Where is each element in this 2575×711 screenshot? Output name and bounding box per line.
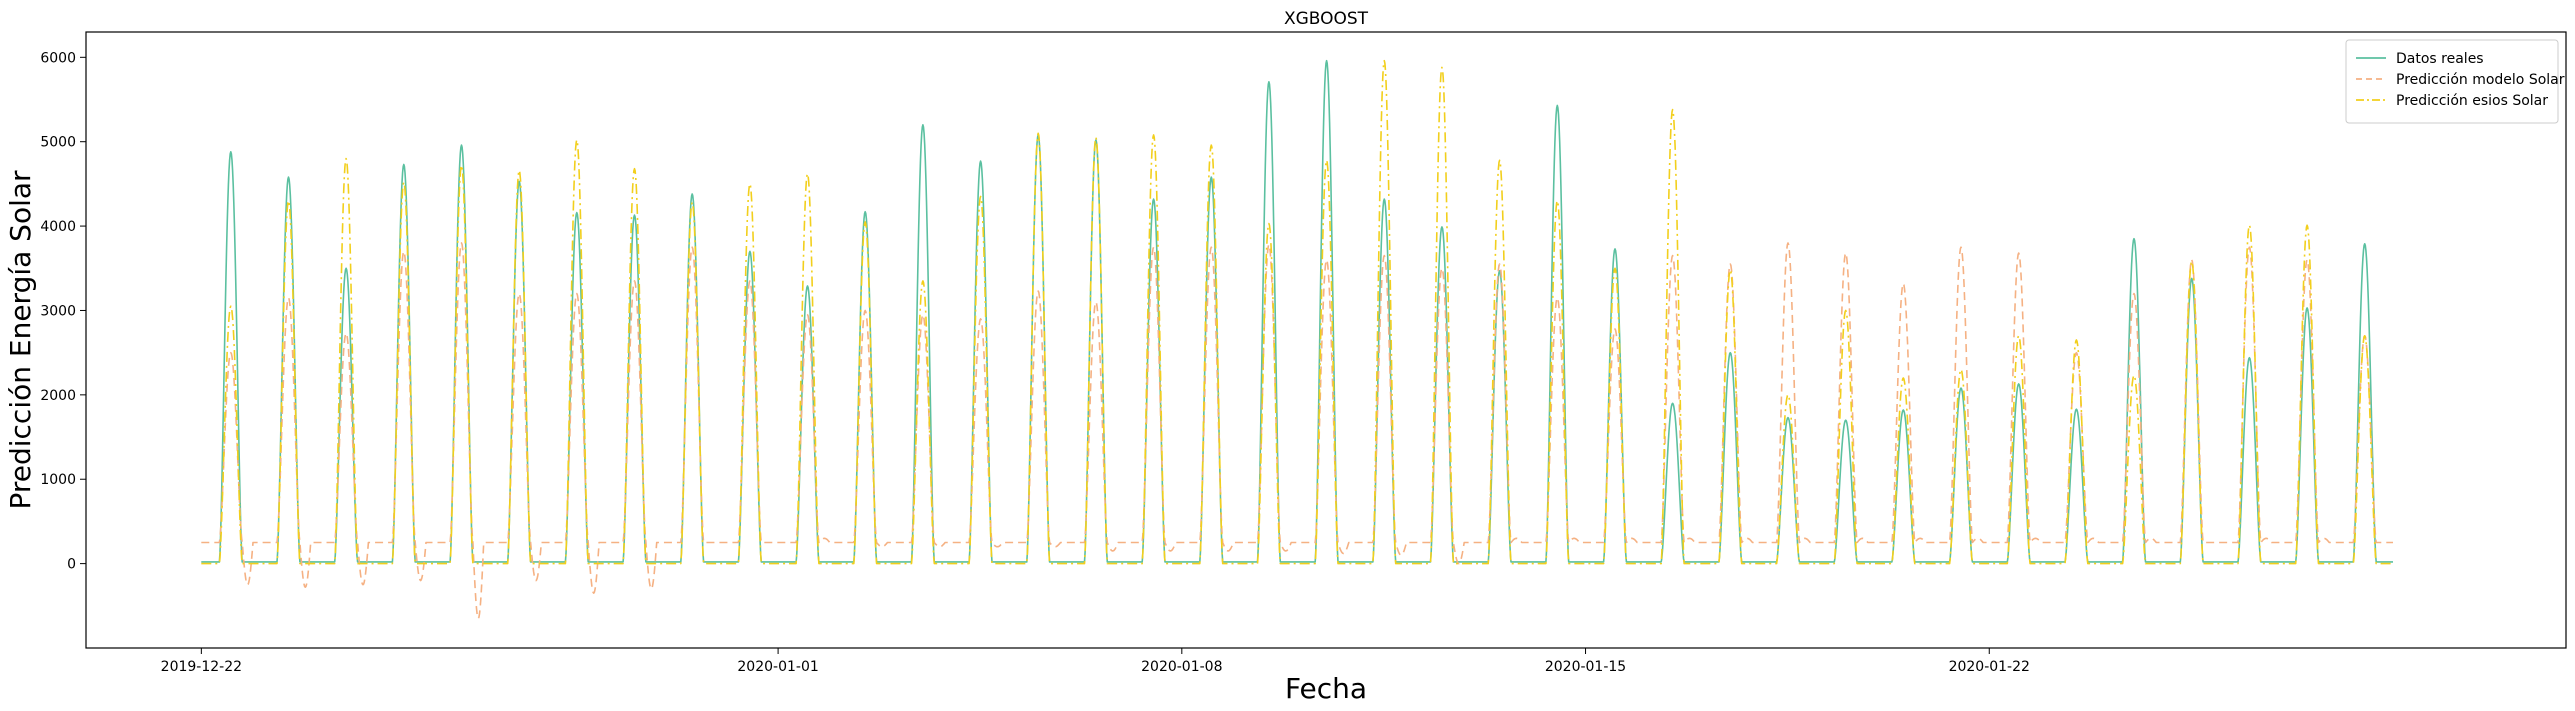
legend-label: Predicción modelo Solar <box>2396 72 2565 88</box>
x-tick-label: 2020-01-22 <box>1949 659 2030 675</box>
legend-label: Datos reales <box>2396 51 2484 67</box>
plot-frame <box>85 31 2567 649</box>
chart-title: XGBOOST <box>1284 9 1369 29</box>
y-tick-label: 1000 <box>40 472 76 488</box>
y-tick-label: 4000 <box>40 219 76 235</box>
y-tick-label: 6000 <box>40 50 76 66</box>
x-tick-label: 2020-01-08 <box>1141 659 1222 675</box>
legend-label: Predicción esios Solar <box>2396 93 2548 109</box>
series-layer <box>201 59 2394 620</box>
y-axis-title: Predicción Energía Solar <box>4 170 37 510</box>
y-tick-label: 5000 <box>40 135 76 151</box>
legend: Datos reales Predicción modelo Solar Predi… <box>2345 39 2565 124</box>
series-line-3 <box>201 59 2394 565</box>
y-tick-label: 3000 <box>40 303 76 319</box>
y-tick-label: 2000 <box>40 388 76 404</box>
x-axis: 2019-12-22 2020-01-01 2020-01-08 2020-01-15… <box>161 648 2030 675</box>
y-axis: 0 1000 2000 3000 4000 5000 6000 <box>40 50 86 573</box>
y-tick-label: 0 <box>67 557 76 573</box>
x-axis-title: Fecha <box>1285 672 1367 705</box>
x-tick-label: 2019-12-22 <box>161 659 242 675</box>
x-tick-label: 2020-01-15 <box>1545 659 1626 675</box>
legend-box <box>2345 39 2559 124</box>
x-tick-label: 2020-01-01 <box>737 659 818 675</box>
